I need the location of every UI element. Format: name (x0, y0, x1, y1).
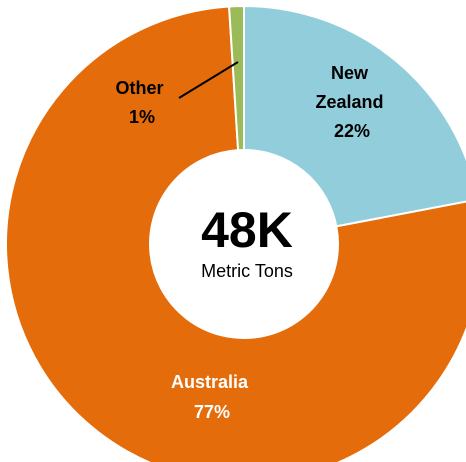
slice-label-australia: Australia 77% (171, 372, 253, 422)
slice-new-zealand (243, 4, 466, 228)
donut-slices (5, 4, 466, 462)
other-leader-line (178, 61, 239, 99)
center-total-value: 48K (201, 202, 293, 258)
slice-label-new-zealand: New Zealand 22% (315, 63, 388, 141)
center-unit-label: Metric Tons (201, 261, 293, 281)
slice-label-other: Other 1% (115, 78, 168, 127)
slice-australia (5, 5, 466, 462)
slice-other (227, 4, 245, 152)
